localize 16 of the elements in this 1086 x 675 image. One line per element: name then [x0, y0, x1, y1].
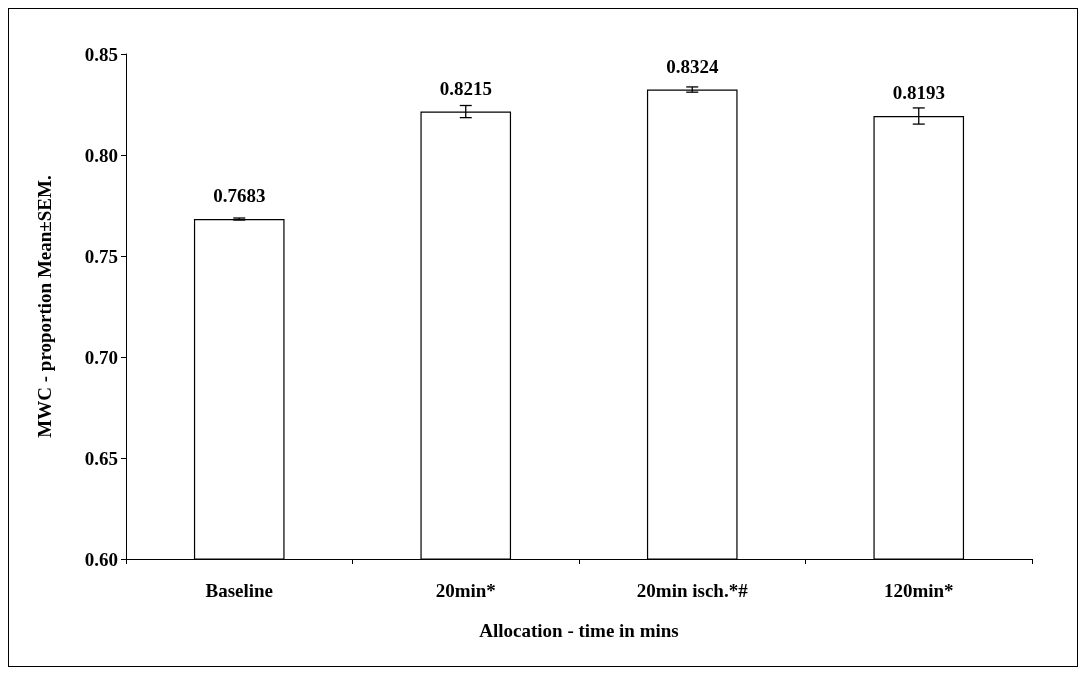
y-tick-label: 0.65 — [84, 447, 118, 469]
x-axis-title: Allocation - time in mins — [479, 620, 679, 641]
data-label: 0.8193 — [892, 82, 945, 104]
y-tick-label: 0.70 — [84, 346, 118, 368]
y-tick-label: 0.75 — [84, 245, 118, 267]
x-tick-label: 20min* — [435, 580, 496, 601]
y-tick-label: 0.80 — [84, 144, 118, 166]
data-label: 0.8324 — [666, 55, 719, 77]
y-tick-label: 0.85 — [84, 43, 118, 65]
data-label: 0.7683 — [213, 185, 266, 207]
y-tick-label: 0.60 — [84, 548, 118, 570]
x-tick-label: 20min isch.*# — [636, 580, 749, 601]
x-tick-label: Baseline — [205, 580, 274, 601]
x-tick-label: 120min* — [883, 580, 954, 601]
data-label: 0.8215 — [439, 77, 492, 99]
y-axis-title: MWC - proportion Mean±SEM. — [34, 175, 55, 438]
